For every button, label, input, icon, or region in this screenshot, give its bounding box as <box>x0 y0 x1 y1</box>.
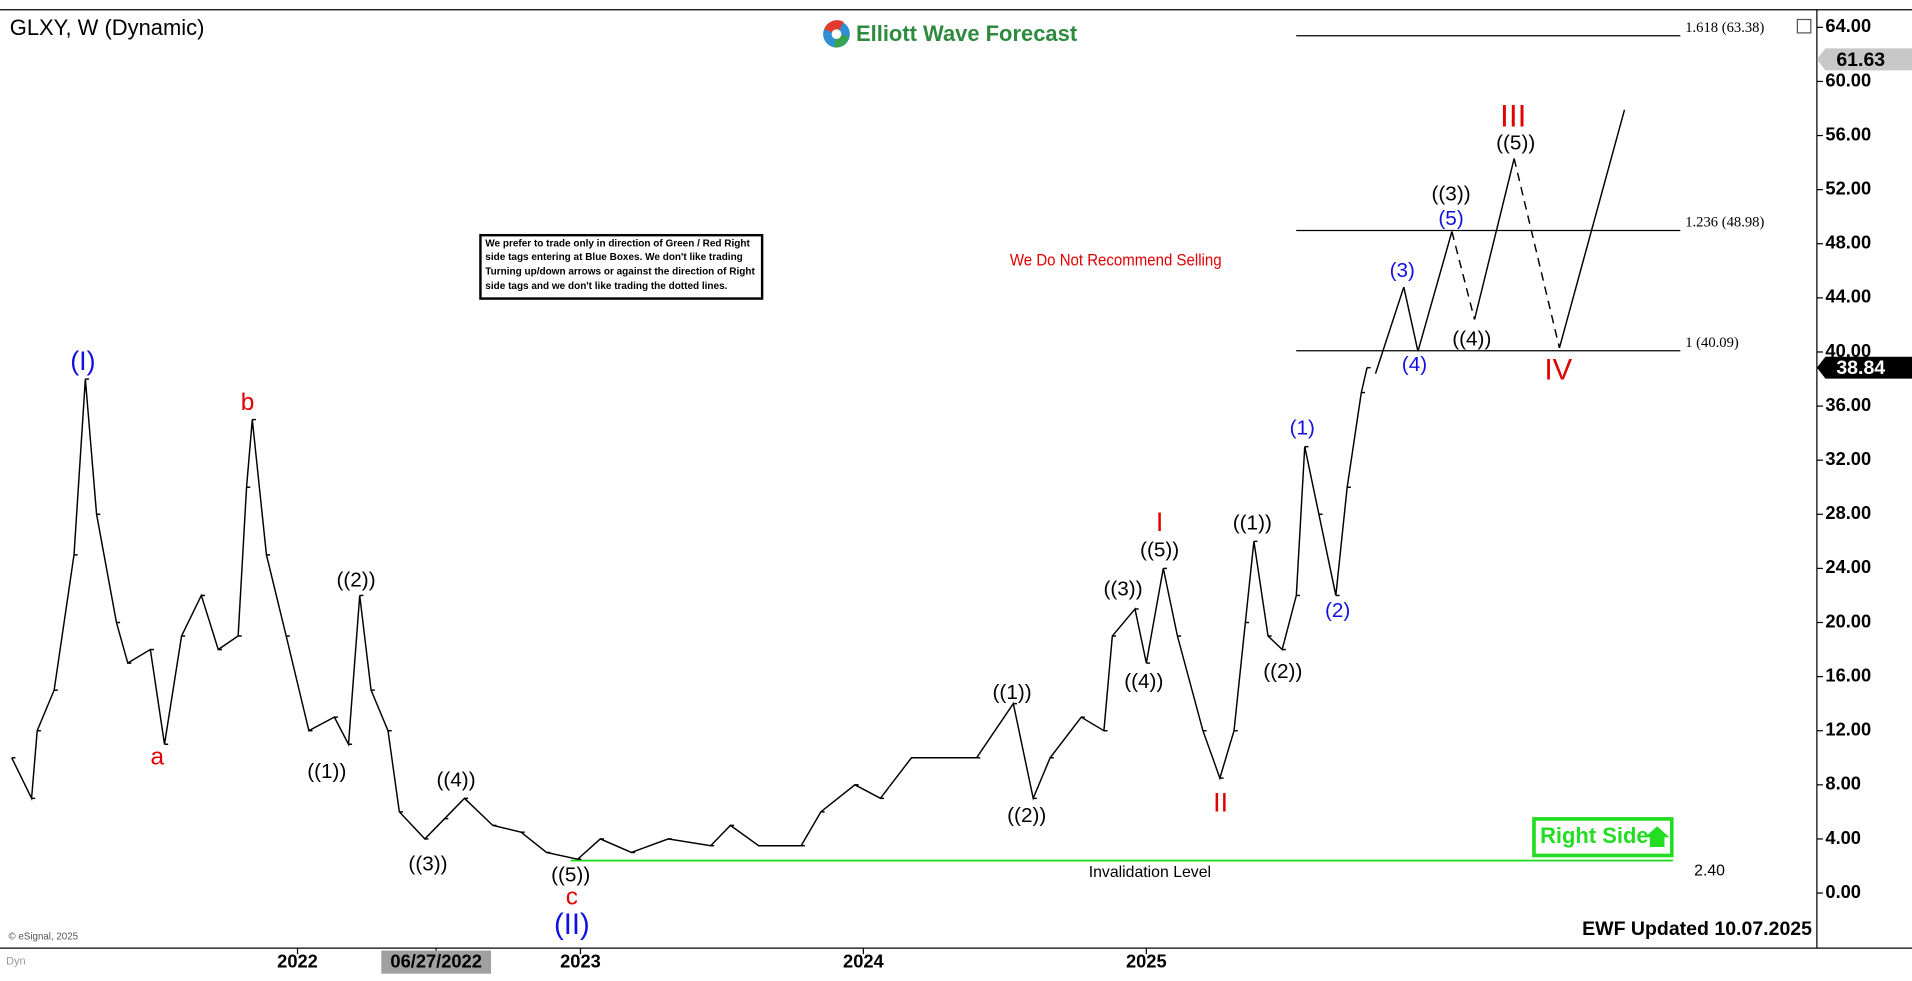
logo: Elliott Wave Forecast <box>823 20 1078 48</box>
y-tick-label: 32.00 <box>1825 448 1871 469</box>
corner-label: Dyn <box>6 955 26 967</box>
price-tag <box>1816 356 1912 379</box>
wave-label: ((2)) <box>336 569 375 592</box>
wave-label: ((3)) <box>408 853 447 876</box>
wave-label: (4) <box>1402 353 1427 376</box>
wave-label: I <box>1156 507 1163 537</box>
y-tick-label: 48.00 <box>1825 232 1871 253</box>
y-tick-label: 0.00 <box>1825 881 1861 902</box>
right-side-tag: Right Side <box>1532 817 1674 858</box>
y-tick-label: 28.00 <box>1825 502 1871 523</box>
projection-segment <box>1374 286 1405 374</box>
right-side-frame <box>1532 817 1674 858</box>
wave-label: ((1)) <box>993 681 1032 704</box>
wave-label: II <box>1213 787 1228 817</box>
projection-segment <box>1558 109 1626 349</box>
wave-label: c <box>566 884 578 911</box>
copyright: © eSignal, 2025 <box>9 932 79 943</box>
chart-title: GLXY, W (Dynamic) <box>10 15 205 40</box>
settings-icon[interactable] <box>1796 18 1812 34</box>
projection-segment <box>1451 231 1476 320</box>
y-tick-label: 12.00 <box>1825 719 1871 740</box>
wave-label: IV <box>1545 354 1573 386</box>
note-line: side tags and we don't like trading the … <box>485 281 727 292</box>
wave-label: b <box>241 389 255 416</box>
logo-text: Elliott Wave Forecast <box>856 21 1078 46</box>
y-tick-label: 8.00 <box>1825 773 1861 794</box>
y-tick-label: 36.00 <box>1825 394 1871 415</box>
wave-label: ((4)) <box>1452 327 1491 350</box>
wave-label: ((1)) <box>307 760 346 783</box>
y-tick-label: 52.00 <box>1825 177 1871 198</box>
projection-segment <box>1513 158 1561 349</box>
wave-label: III <box>1500 98 1526 134</box>
warning-text: We Do Not Recommend Selling <box>1010 250 1222 269</box>
wave-label: ((3)) <box>1432 182 1471 205</box>
projection-segment <box>1473 158 1515 320</box>
wave-label: (2) <box>1325 599 1350 622</box>
wave-label: ((4)) <box>436 769 475 792</box>
y-tick-label: 40.00 <box>1825 340 1871 361</box>
wave-label: ((4)) <box>1124 670 1163 693</box>
wave-label: (1) <box>1290 416 1315 439</box>
logo-icon-part <box>824 20 844 35</box>
fib-level-label: 1.618 (63.38) <box>1685 20 1764 36</box>
x-tick-label: 06/27/2022 <box>390 951 481 972</box>
wave-label: ((5)) <box>1140 538 1179 561</box>
wave-label: ((2)) <box>1007 804 1046 827</box>
projection-segment <box>1403 286 1419 352</box>
fib-level-label: 1.236 (48.98) <box>1685 215 1764 231</box>
y-tick-label: 20.00 <box>1825 610 1871 631</box>
crosshair-date-box <box>381 950 492 974</box>
y-tick-label: 44.00 <box>1825 286 1871 307</box>
wave-label: ((2)) <box>1263 660 1302 683</box>
note-line: side tags entering at Blue Boxes. We don… <box>485 252 742 263</box>
fib-level-label: 1 (40.09) <box>1685 335 1739 351</box>
note-frame <box>479 233 764 300</box>
wave-label: ((1)) <box>1233 511 1272 534</box>
wave-label: ((5)) <box>551 864 590 887</box>
wave-label: (II) <box>554 909 590 941</box>
x-tick-label: 2024 <box>843 951 884 972</box>
y-tick-label: 24.00 <box>1825 556 1871 577</box>
price-tag <box>1816 48 1912 71</box>
note-line: Turning up/down arrows or against the di… <box>485 266 755 277</box>
y-tick-label: 4.00 <box>1825 827 1861 848</box>
price-tag-label: 38.84 <box>1836 357 1885 379</box>
updated-text: EWF Updated 10.07.2025 <box>1582 918 1812 940</box>
projection-segment <box>1417 231 1453 352</box>
price-tag-label: 61.63 <box>1836 49 1885 71</box>
y-tick-label: 64.00 <box>1825 15 1871 36</box>
wave-label: ((5)) <box>1496 131 1535 154</box>
wave-label: (3) <box>1390 259 1415 282</box>
wave-label: a <box>151 743 165 770</box>
y-tick-label: 56.00 <box>1825 123 1871 144</box>
note-box: We prefer to trade only in direction of … <box>479 233 764 300</box>
right-side-arrow <box>1644 826 1670 847</box>
wave-label: (5) <box>1438 207 1463 230</box>
price-line <box>11 367 1368 861</box>
note-line: We prefer to trade only in direction of … <box>485 238 750 249</box>
x-tick-label: 2022 <box>277 951 318 972</box>
y-tick-label: 60.00 <box>1825 69 1871 90</box>
invalidation-value: 2.40 <box>1694 863 1725 880</box>
wave-label: ((3)) <box>1103 577 1142 600</box>
invalidation-name: Invalidation Level <box>1089 864 1211 881</box>
wave-label: (I) <box>70 346 95 376</box>
y-tick-label: 16.00 <box>1825 664 1871 685</box>
logo-icon-center <box>831 29 842 39</box>
x-tick-label: 2023 <box>560 951 601 972</box>
right-side-text: Right Side <box>1540 823 1649 848</box>
x-tick-label: 2025 <box>1126 951 1167 972</box>
